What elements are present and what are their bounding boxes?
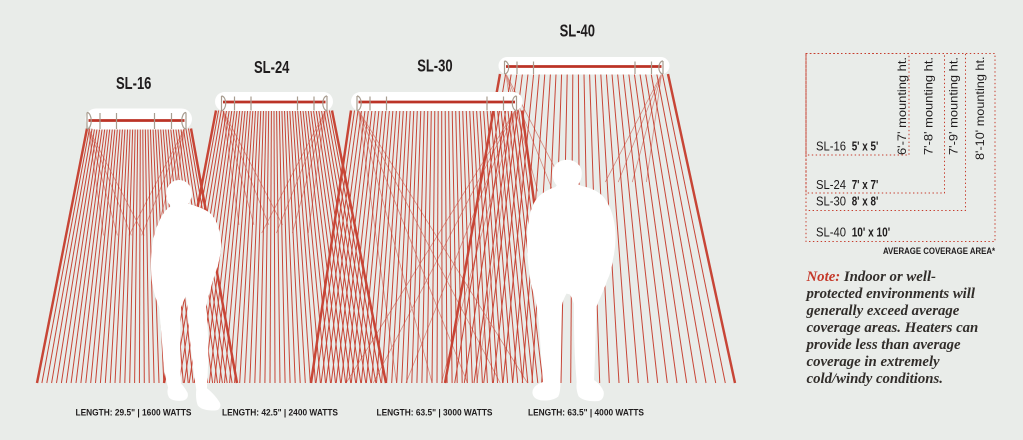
svg-text:5' x 5': 5' x 5' xyxy=(852,140,879,154)
svg-text:SL-30: SL-30 xyxy=(417,56,452,76)
svg-text:LENGTH: 29.5" | 1600 WATTS: LENGTH: 29.5" | 1600 WATTS xyxy=(76,407,192,417)
svg-text:SL-24: SL-24 xyxy=(254,57,289,77)
svg-text:LENGTH: 63.5" | 4000 WATTS: LENGTH: 63.5" | 4000 WATTS xyxy=(528,407,644,417)
svg-text:SL-40: SL-40 xyxy=(816,225,846,239)
svg-text:SL-24: SL-24 xyxy=(816,178,846,192)
svg-text:SL-16: SL-16 xyxy=(116,73,151,93)
svg-text:SL-40: SL-40 xyxy=(560,20,595,40)
svg-text:7'-9' mounting ht.: 7'-9' mounting ht. xyxy=(947,57,961,155)
svg-text:7'-8' mounting ht.: 7'-8' mounting ht. xyxy=(921,57,935,155)
svg-text:7' x 7': 7' x 7' xyxy=(852,178,879,192)
svg-text:SL-16: SL-16 xyxy=(816,140,846,154)
svg-text:6'-7' mounting ht.: 6'-7' mounting ht. xyxy=(895,57,909,155)
svg-text:8' x 8': 8' x 8' xyxy=(852,194,879,208)
svg-text:LENGTH: 42.5" | 2400 WATTS: LENGTH: 42.5" | 2400 WATTS xyxy=(222,407,338,417)
svg-text:SL-30: SL-30 xyxy=(816,194,846,208)
svg-text:8'-10' mounting ht.: 8'-10' mounting ht. xyxy=(973,57,987,161)
svg-text:LENGTH: 63.5" | 3000 WATTS: LENGTH: 63.5" | 3000 WATTS xyxy=(377,407,493,417)
svg-text:AVERAGE COVERAGE AREA*: AVERAGE COVERAGE AREA* xyxy=(883,246,995,257)
svg-text:10' x 10': 10' x 10' xyxy=(852,225,890,239)
